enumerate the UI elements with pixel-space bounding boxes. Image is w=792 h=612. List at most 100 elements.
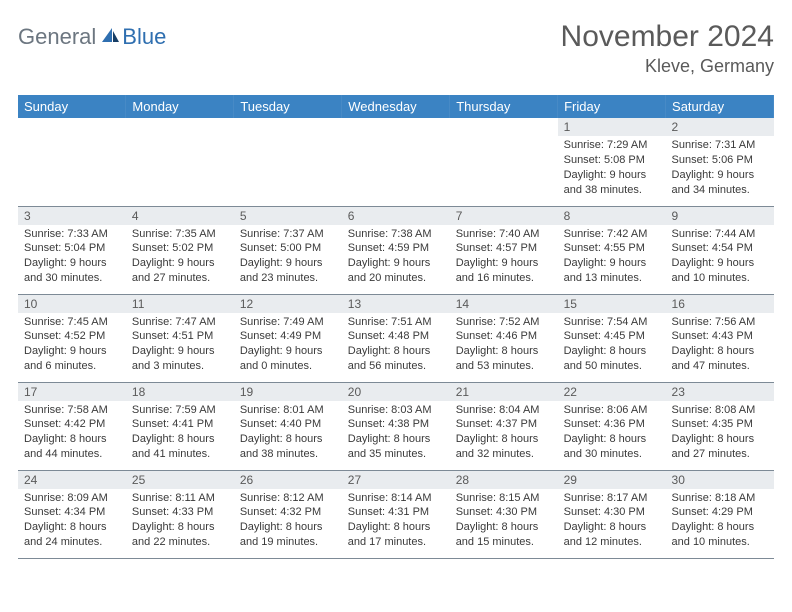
day-number	[126, 118, 234, 136]
day-detail: Sunrise: 7:35 AMSunset: 5:02 PMDaylight:…	[126, 225, 234, 290]
sunset-text: Sunset: 4:38 PM	[348, 417, 444, 432]
sunrise-text: Sunrise: 8:03 AM	[348, 403, 444, 418]
sunset-text: Sunset: 4:33 PM	[132, 505, 228, 520]
sunrise-text: Sunrise: 7:58 AM	[24, 403, 120, 418]
day-number	[234, 118, 342, 136]
day-detail: Sunrise: 7:52 AMSunset: 4:46 PMDaylight:…	[450, 313, 558, 378]
day-detail: Sunrise: 8:08 AMSunset: 4:35 PMDaylight:…	[666, 401, 774, 466]
sunset-text: Sunset: 4:45 PM	[564, 329, 660, 344]
calendar-day-cell	[450, 118, 558, 206]
calendar-day-cell	[18, 118, 126, 206]
day-number: 16	[666, 295, 774, 313]
calendar-day-cell: 3Sunrise: 7:33 AMSunset: 5:04 PMDaylight…	[18, 206, 126, 294]
day-detail: Sunrise: 8:17 AMSunset: 4:30 PMDaylight:…	[558, 489, 666, 554]
calendar-day-cell: 13Sunrise: 7:51 AMSunset: 4:48 PMDayligh…	[342, 294, 450, 382]
sunset-text: Sunset: 5:08 PM	[564, 153, 660, 168]
daylight-text: Daylight: 9 hours and 30 minutes.	[24, 256, 120, 286]
calendar-day-cell	[126, 118, 234, 206]
calendar-day-cell: 18Sunrise: 7:59 AMSunset: 4:41 PMDayligh…	[126, 382, 234, 470]
calendar-day-cell: 11Sunrise: 7:47 AMSunset: 4:51 PMDayligh…	[126, 294, 234, 382]
weekday-header: Thursday	[450, 95, 558, 118]
day-detail: Sunrise: 7:42 AMSunset: 4:55 PMDaylight:…	[558, 225, 666, 290]
sunrise-text: Sunrise: 7:33 AM	[24, 227, 120, 242]
sunrise-text: Sunrise: 7:40 AM	[456, 227, 552, 242]
calendar-day-cell	[234, 118, 342, 206]
day-number: 19	[234, 383, 342, 401]
day-detail	[450, 136, 558, 142]
day-detail: Sunrise: 7:38 AMSunset: 4:59 PMDaylight:…	[342, 225, 450, 290]
day-detail	[342, 136, 450, 142]
daylight-text: Daylight: 9 hours and 34 minutes.	[672, 168, 768, 198]
day-detail: Sunrise: 8:14 AMSunset: 4:31 PMDaylight:…	[342, 489, 450, 554]
daylight-text: Daylight: 8 hours and 47 minutes.	[672, 344, 768, 374]
daylight-text: Daylight: 8 hours and 24 minutes.	[24, 520, 120, 550]
sunrise-text: Sunrise: 8:15 AM	[456, 491, 552, 506]
sunset-text: Sunset: 5:02 PM	[132, 241, 228, 256]
day-number: 22	[558, 383, 666, 401]
daylight-text: Daylight: 8 hours and 15 minutes.	[456, 520, 552, 550]
sunrise-text: Sunrise: 8:11 AM	[132, 491, 228, 506]
daylight-text: Daylight: 8 hours and 12 minutes.	[564, 520, 660, 550]
day-detail: Sunrise: 8:18 AMSunset: 4:29 PMDaylight:…	[666, 489, 774, 554]
sunset-text: Sunset: 5:04 PM	[24, 241, 120, 256]
day-detail: Sunrise: 8:06 AMSunset: 4:36 PMDaylight:…	[558, 401, 666, 466]
sunrise-text: Sunrise: 7:49 AM	[240, 315, 336, 330]
sunset-text: Sunset: 4:48 PM	[348, 329, 444, 344]
sunrise-text: Sunrise: 7:52 AM	[456, 315, 552, 330]
daylight-text: Daylight: 8 hours and 53 minutes.	[456, 344, 552, 374]
brand-text-blue: Blue	[122, 24, 166, 50]
sunrise-text: Sunrise: 8:06 AM	[564, 403, 660, 418]
daylight-text: Daylight: 9 hours and 10 minutes.	[672, 256, 768, 286]
day-number: 7	[450, 207, 558, 225]
weekday-header: Sunday	[18, 95, 126, 118]
calendar-day-cell: 15Sunrise: 7:54 AMSunset: 4:45 PMDayligh…	[558, 294, 666, 382]
daylight-text: Daylight: 9 hours and 23 minutes.	[240, 256, 336, 286]
calendar-day-cell: 27Sunrise: 8:14 AMSunset: 4:31 PMDayligh…	[342, 470, 450, 558]
sunset-text: Sunset: 4:35 PM	[672, 417, 768, 432]
sunset-text: Sunset: 4:46 PM	[456, 329, 552, 344]
sunset-text: Sunset: 5:06 PM	[672, 153, 768, 168]
sunrise-text: Sunrise: 7:54 AM	[564, 315, 660, 330]
day-number: 25	[126, 471, 234, 489]
daylight-text: Daylight: 8 hours and 50 minutes.	[564, 344, 660, 374]
page-header: General Blue November 2024 Kleve, German…	[18, 20, 774, 77]
calendar-day-cell: 30Sunrise: 8:18 AMSunset: 4:29 PMDayligh…	[666, 470, 774, 558]
calendar-day-cell: 19Sunrise: 8:01 AMSunset: 4:40 PMDayligh…	[234, 382, 342, 470]
sunset-text: Sunset: 4:29 PM	[672, 505, 768, 520]
day-detail: Sunrise: 7:31 AMSunset: 5:06 PMDaylight:…	[666, 136, 774, 201]
sunrise-text: Sunrise: 7:37 AM	[240, 227, 336, 242]
sunset-text: Sunset: 4:30 PM	[564, 505, 660, 520]
sail-icon	[100, 26, 120, 49]
day-detail: Sunrise: 7:56 AMSunset: 4:43 PMDaylight:…	[666, 313, 774, 378]
calendar-day-cell: 16Sunrise: 7:56 AMSunset: 4:43 PMDayligh…	[666, 294, 774, 382]
day-number: 28	[450, 471, 558, 489]
daylight-text: Daylight: 8 hours and 19 minutes.	[240, 520, 336, 550]
calendar-table: Sunday Monday Tuesday Wednesday Thursday…	[18, 95, 774, 559]
calendar-day-cell: 24Sunrise: 8:09 AMSunset: 4:34 PMDayligh…	[18, 470, 126, 558]
day-detail: Sunrise: 8:03 AMSunset: 4:38 PMDaylight:…	[342, 401, 450, 466]
calendar-week-row: 24Sunrise: 8:09 AMSunset: 4:34 PMDayligh…	[18, 470, 774, 558]
day-number: 9	[666, 207, 774, 225]
day-number: 30	[666, 471, 774, 489]
day-number: 17	[18, 383, 126, 401]
day-number: 2	[666, 118, 774, 136]
day-detail	[126, 136, 234, 142]
month-title: November 2024	[561, 20, 774, 54]
sunrise-text: Sunrise: 8:04 AM	[456, 403, 552, 418]
day-number: 27	[342, 471, 450, 489]
sunrise-text: Sunrise: 8:17 AM	[564, 491, 660, 506]
day-detail: Sunrise: 8:04 AMSunset: 4:37 PMDaylight:…	[450, 401, 558, 466]
day-detail: Sunrise: 8:11 AMSunset: 4:33 PMDaylight:…	[126, 489, 234, 554]
calendar-day-cell: 25Sunrise: 8:11 AMSunset: 4:33 PMDayligh…	[126, 470, 234, 558]
day-number: 21	[450, 383, 558, 401]
calendar-week-row: 1Sunrise: 7:29 AMSunset: 5:08 PMDaylight…	[18, 118, 774, 206]
weekday-header: Friday	[558, 95, 666, 118]
day-number	[18, 118, 126, 136]
day-number: 29	[558, 471, 666, 489]
calendar-day-cell: 7Sunrise: 7:40 AMSunset: 4:57 PMDaylight…	[450, 206, 558, 294]
sunset-text: Sunset: 4:31 PM	[348, 505, 444, 520]
day-number: 26	[234, 471, 342, 489]
calendar-day-cell: 4Sunrise: 7:35 AMSunset: 5:02 PMDaylight…	[126, 206, 234, 294]
day-number: 12	[234, 295, 342, 313]
daylight-text: Daylight: 9 hours and 38 minutes.	[564, 168, 660, 198]
